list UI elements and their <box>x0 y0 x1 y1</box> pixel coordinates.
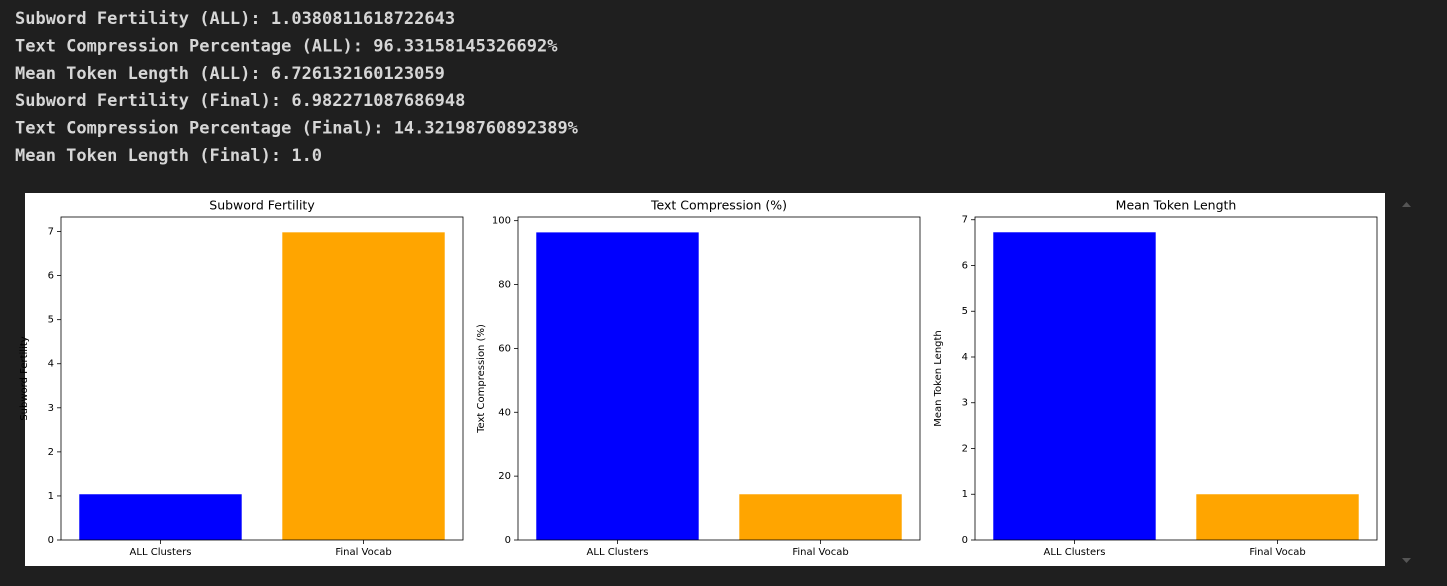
axes-frame <box>974 216 1378 541</box>
y-tick-label: 80 <box>498 280 511 291</box>
x-tick-label: Final Vocab <box>792 547 848 558</box>
chart-title: Subword Fertility <box>209 198 315 213</box>
bar <box>79 494 242 540</box>
output-line: Text Compression Percentage (Final): 14.… <box>15 119 579 139</box>
figure <box>25 193 1385 566</box>
x-tick-label: ALL Clusters <box>130 547 192 558</box>
scroll-down[interactable] <box>1402 558 1411 563</box>
bar <box>1196 494 1359 540</box>
y-tick-label: 0 <box>505 535 511 546</box>
output-line: Subword Fertility (Final): 6.98227108768… <box>15 91 465 111</box>
chart-title: Mean Token Length <box>1116 198 1237 213</box>
y-tick-label: 7 <box>962 215 968 226</box>
bar <box>993 232 1156 540</box>
x-tick-label: Final Vocab <box>1249 547 1305 558</box>
y-tick-label: 40 <box>498 407 511 418</box>
x-tick-label: ALL Clusters <box>587 547 649 558</box>
y-tick-label: 4 <box>48 359 54 370</box>
y-tick-label: 5 <box>962 306 968 317</box>
y-tick-label: 60 <box>498 343 511 354</box>
axes-frame <box>517 216 921 541</box>
y-tick-label: 4 <box>962 352 968 363</box>
y-tick-label: 6 <box>962 260 968 271</box>
y-axis-label: Mean Token Length <box>933 330 944 427</box>
chart-title: Text Compression (%) <box>650 198 787 213</box>
y-tick-label: 6 <box>48 271 54 282</box>
scroll-up[interactable] <box>1402 202 1411 207</box>
y-tick-label: 20 <box>498 471 511 482</box>
y-tick-label: 5 <box>48 315 54 326</box>
x-tick-label: ALL Clusters <box>1044 547 1106 558</box>
y-tick-label: 2 <box>962 443 968 454</box>
y-tick-label: 1 <box>48 491 54 502</box>
y-tick-label: 1 <box>962 489 968 500</box>
y-tick-label: 3 <box>962 398 968 409</box>
y-tick-label: 3 <box>48 403 54 414</box>
axes-frame <box>60 216 464 541</box>
x-tick-label: Final Vocab <box>335 547 391 558</box>
output-line: Mean Token Length (Final): 1.0 <box>15 146 322 166</box>
y-axis-label: Text Compression (%) <box>476 324 487 434</box>
y-tick-label: 100 <box>492 216 511 227</box>
bar <box>739 494 902 540</box>
bar <box>536 232 699 541</box>
output-line: Text Compression Percentage (ALL): 96.33… <box>15 36 558 56</box>
output-line: Subword Fertility (ALL): 1.0380811618722… <box>15 9 455 29</box>
y-tick-label: 7 <box>48 227 54 238</box>
y-tick-label: 2 <box>48 447 54 458</box>
y-tick-label: 0 <box>48 535 54 546</box>
y-tick-label: 0 <box>962 535 968 546</box>
y-axis-label: Subword Fertility <box>19 336 30 420</box>
bar <box>282 232 445 540</box>
output-line: Mean Token Length (ALL): 6.7261321601230… <box>15 64 445 84</box>
